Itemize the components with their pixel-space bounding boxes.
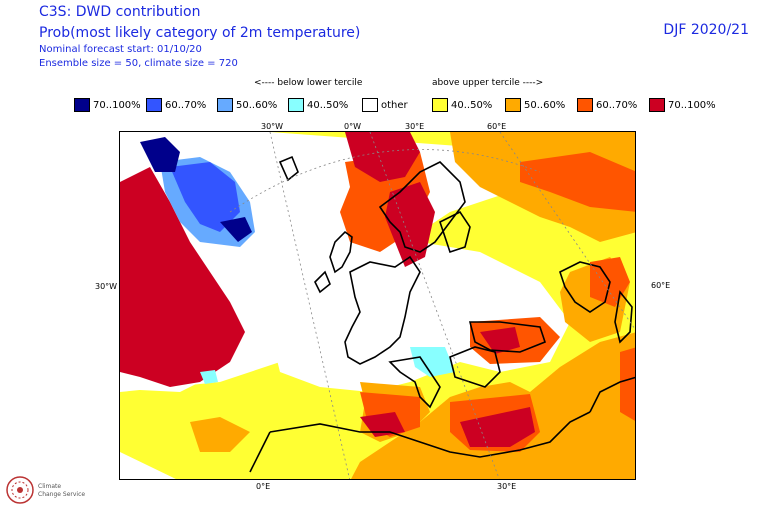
prob-dark-blue bbox=[140, 137, 180, 172]
prob-red bbox=[360, 412, 405, 437]
legend-below-header: <---- below lower tercile bbox=[254, 78, 363, 88]
legend-swatch bbox=[288, 98, 304, 112]
prob-dark-blue bbox=[220, 217, 252, 242]
legend-label: 40..50% bbox=[307, 99, 349, 111]
title-main: C3S: DWD contribution bbox=[39, 4, 201, 20]
legend: 70..100% 60..70% 50..60% 40..50% other 4… bbox=[74, 97, 734, 113]
logo-text: Change Service bbox=[38, 491, 85, 498]
lon-label-right: 60°E bbox=[651, 281, 671, 290]
lon-label-top: 60°E bbox=[487, 122, 507, 131]
legend-swatch bbox=[432, 98, 448, 112]
legend-label: 70..100% bbox=[668, 99, 716, 111]
lon-label-left: 30°W bbox=[95, 282, 118, 291]
legend-swatch bbox=[217, 98, 233, 112]
graticule bbox=[229, 132, 635, 479]
legend-item: 60..70% bbox=[577, 97, 637, 113]
legend-swatch bbox=[577, 98, 593, 112]
legend-item: 70..100% bbox=[74, 97, 141, 113]
lon-label-bottom: 0°E bbox=[256, 482, 271, 491]
prob-cyan bbox=[200, 370, 218, 384]
legend-label: 60..70% bbox=[596, 99, 638, 111]
prob-orange bbox=[190, 417, 250, 452]
legend-swatch bbox=[362, 98, 378, 112]
climate-logo-icon: Climate Change Service bbox=[6, 476, 85, 504]
legend-label: 60..70% bbox=[165, 99, 207, 111]
legend-label: 50..60% bbox=[524, 99, 566, 111]
legend-item: 50..60% bbox=[505, 97, 565, 113]
prob-red bbox=[120, 167, 245, 387]
prob-cyan bbox=[410, 347, 455, 377]
copernicus-logo: Climate Change Service bbox=[4, 472, 104, 514]
legend-label: 40..50% bbox=[451, 99, 493, 111]
title-variable: Prob(most likely category of 2m temperat… bbox=[39, 25, 361, 41]
coastlines bbox=[249, 155, 635, 473]
prob-red bbox=[345, 132, 420, 182]
legend-item: 70..100% bbox=[649, 97, 716, 113]
prob-deep-orange bbox=[520, 152, 635, 212]
prob-blue bbox=[170, 162, 240, 232]
logo-text: Climate bbox=[38, 483, 61, 490]
legend-swatch bbox=[146, 98, 162, 112]
legend-item: 50..60% bbox=[217, 97, 277, 113]
prob-red bbox=[460, 407, 535, 447]
legend-swatch bbox=[74, 98, 90, 112]
legend-swatch bbox=[505, 98, 521, 112]
prob-deep-orange bbox=[620, 347, 635, 421]
season-label: DJF 2020/21 bbox=[663, 22, 749, 38]
map-panel bbox=[119, 131, 636, 480]
prob-red bbox=[480, 327, 520, 354]
prob-red bbox=[385, 182, 435, 267]
legend-label: 70..100% bbox=[93, 99, 141, 111]
legend-item: 40..50% bbox=[288, 97, 348, 113]
lon-label-top: 30°E bbox=[405, 122, 425, 131]
legend-label: other bbox=[381, 99, 408, 111]
lon-label-bottom: 30°E bbox=[497, 482, 517, 491]
forecast-start: Nominal forecast start: 01/10/20 bbox=[39, 44, 202, 55]
legend-label: 50..60% bbox=[236, 99, 278, 111]
lon-label-top: 0°W bbox=[344, 122, 361, 131]
legend-item: 40..50% bbox=[432, 97, 492, 113]
ensemble-size: Ensemble size = 50, climate size = 720 bbox=[39, 58, 238, 69]
map-canvas bbox=[120, 132, 635, 479]
legend-swatch bbox=[649, 98, 665, 112]
legend-item: other bbox=[362, 97, 408, 113]
lon-label-top: 30°W bbox=[261, 122, 284, 131]
legend-above-header: above upper tercile ----> bbox=[432, 78, 544, 88]
legend-item: 60..70% bbox=[146, 97, 206, 113]
